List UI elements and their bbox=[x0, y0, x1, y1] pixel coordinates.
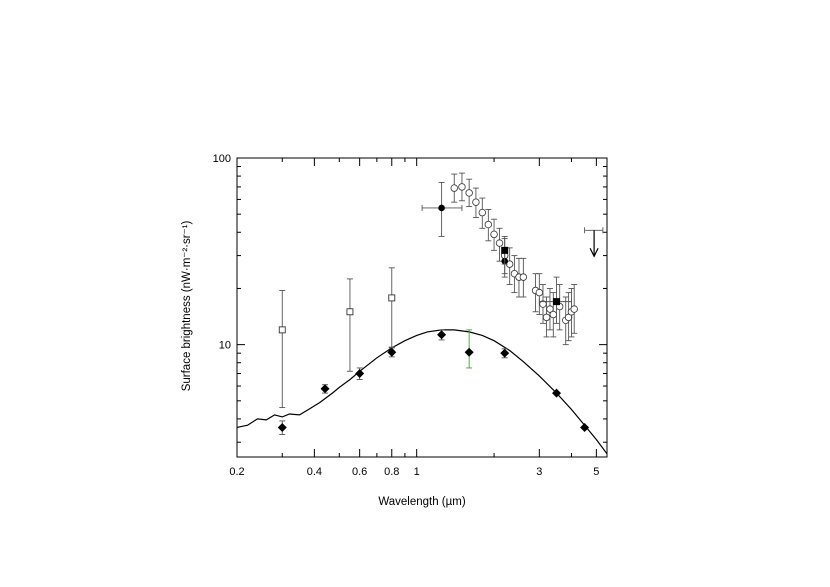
x-tick-label: 0.8 bbox=[384, 466, 399, 478]
plot-frame bbox=[236, 157, 608, 458]
diamond-point bbox=[464, 347, 474, 357]
open-circle-point bbox=[465, 189, 473, 197]
open-circle-point bbox=[478, 208, 487, 217]
filled-square-point bbox=[553, 298, 561, 306]
filled-square-point bbox=[501, 246, 509, 254]
diamond-point bbox=[580, 422, 590, 432]
x-tick-label: 0.2 bbox=[229, 466, 244, 478]
y-tick-label: 10 bbox=[219, 340, 231, 352]
axis-ticks bbox=[236, 157, 607, 457]
diamond-point bbox=[500, 348, 510, 358]
open-circle-point bbox=[549, 310, 558, 319]
open-square-point bbox=[346, 308, 354, 316]
open-circle-point bbox=[484, 220, 493, 229]
y-tick-label: 100 bbox=[213, 153, 231, 165]
open-circle-point bbox=[570, 305, 578, 313]
open-circle-point bbox=[542, 313, 551, 322]
open-square-point bbox=[278, 326, 286, 334]
open-circle-point bbox=[472, 198, 480, 206]
x-tick-label: 1 bbox=[414, 466, 420, 478]
x-tick-labels: 0.2 0.4 0.6 0.8 1 3 5 bbox=[229, 466, 599, 478]
diamond-point bbox=[355, 369, 365, 379]
open-circle-point bbox=[535, 288, 544, 297]
diamond-point bbox=[437, 330, 447, 340]
filled-circle-point bbox=[438, 204, 445, 212]
model-curve bbox=[236, 329, 608, 455]
diamond-point bbox=[387, 347, 397, 357]
x-tick-label: 0.4 bbox=[307, 466, 322, 478]
plot-area bbox=[236, 172, 608, 455]
y-axis-title: Surface brightness (nW·m⁻²·sr⁻¹) bbox=[181, 221, 193, 392]
open-circle-point bbox=[458, 183, 466, 191]
open-circle-point bbox=[495, 239, 504, 247]
y-tick-labels: 10 100 bbox=[213, 153, 231, 352]
x-tick-label: 0.6 bbox=[352, 466, 367, 478]
upper-limit-arrowhead bbox=[589, 247, 599, 258]
x-axis-title: Wavelength (µm) bbox=[378, 496, 466, 508]
diamond-point bbox=[320, 384, 330, 394]
open-circle-point bbox=[450, 184, 458, 192]
diamond-point bbox=[277, 422, 287, 432]
open-circle-point bbox=[519, 273, 528, 281]
diamond-point bbox=[552, 388, 562, 398]
x-tick-label: 3 bbox=[536, 466, 542, 478]
open-circle-point bbox=[490, 230, 498, 239]
open-square-point bbox=[388, 294, 396, 302]
x-tick-label: 5 bbox=[593, 466, 599, 478]
